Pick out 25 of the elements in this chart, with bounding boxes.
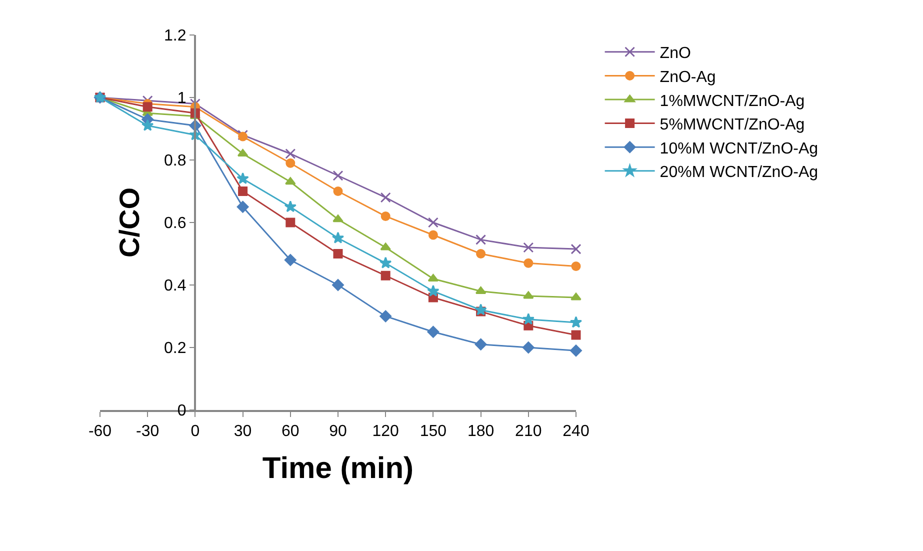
x-tick-label: 150: [420, 422, 447, 440]
x-tick-label: 120: [372, 422, 400, 440]
y-tick-label: 0.4: [164, 278, 186, 295]
x-axis-title: Time (min): [262, 452, 414, 485]
legend-label: ZnO: [660, 45, 691, 62]
y-tick-label: 0.2: [164, 340, 186, 358]
x-tick-label: 210: [515, 422, 542, 440]
x-tick-label: 0: [190, 422, 200, 440]
y-tick-label: 0: [177, 402, 186, 420]
x-tick-label: 180: [467, 422, 494, 440]
y-tick-label: 0.8: [164, 152, 186, 170]
legend-label: 5%MWCNT/ZnO-Ag: [660, 116, 805, 134]
x-tick-label: 30: [234, 422, 252, 440]
x-tick-label: 90: [329, 422, 347, 440]
legend-label: 1%MWCNT/ZnO-Ag: [660, 92, 805, 110]
x-tick-label: -30: [136, 422, 160, 440]
y-axis-title: C/CO: [114, 188, 146, 258]
x-tick-label: -60: [88, 422, 112, 440]
legend-label: ZnO-Ag: [660, 68, 716, 86]
legend-label: 10%M WCNT/ZnO-Ag: [660, 140, 818, 158]
y-tick-label: 0.6: [164, 215, 186, 232]
x-tick-label: 60: [282, 422, 300, 440]
x-tick-label: 240: [562, 422, 590, 440]
legend-label: 20%M WCNT/ZnO-Ag: [660, 164, 818, 182]
y-tick-label: 1.2: [164, 28, 186, 45]
